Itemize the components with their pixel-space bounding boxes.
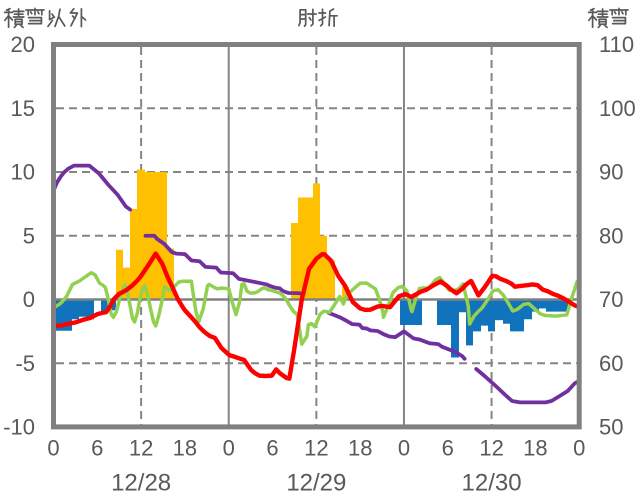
svg-text:20: 20 [11, 32, 35, 57]
svg-text:10: 10 [11, 160, 35, 185]
svg-text:-10: -10 [3, 415, 35, 440]
svg-text:18: 18 [348, 436, 372, 461]
svg-text:0: 0 [573, 436, 585, 461]
svg-text:-5: -5 [15, 351, 35, 376]
svg-text:12: 12 [479, 436, 503, 461]
svg-text:12: 12 [129, 436, 153, 461]
svg-text:80: 80 [599, 223, 623, 248]
svg-text:110: 110 [599, 32, 634, 57]
svg-text:15: 15 [11, 96, 35, 121]
svg-text:12: 12 [304, 436, 328, 461]
svg-text:6: 6 [442, 436, 454, 461]
svg-text:18: 18 [173, 436, 197, 461]
svg-text:18: 18 [523, 436, 547, 461]
svg-text:100: 100 [599, 96, 636, 121]
svg-text:60: 60 [599, 351, 623, 376]
svg-text:90: 90 [599, 160, 623, 185]
svg-text:12/28: 12/28 [111, 470, 171, 497]
svg-text:70: 70 [599, 287, 623, 312]
svg-text:0: 0 [23, 287, 35, 312]
svg-text:5: 5 [23, 223, 35, 248]
svg-text:0: 0 [223, 436, 235, 461]
svg-text:6: 6 [91, 436, 103, 461]
svg-text:6: 6 [266, 436, 278, 461]
svg-text:0: 0 [398, 436, 410, 461]
svg-text:0: 0 [47, 436, 59, 461]
svg-text:50: 50 [599, 415, 623, 440]
svg-text:12/30: 12/30 [462, 470, 522, 497]
svg-text:12/29: 12/29 [286, 470, 346, 497]
